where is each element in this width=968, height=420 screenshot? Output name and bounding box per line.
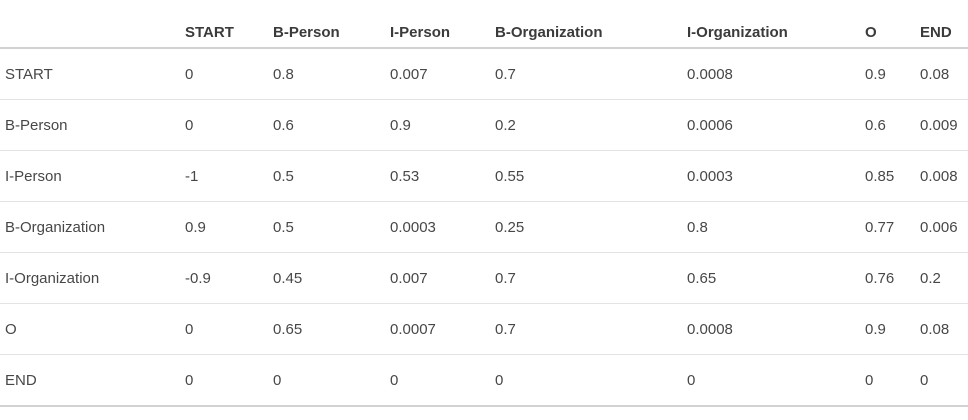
- table-header: START B-Person I-Person B-Organization I-Org…: [0, 0, 968, 49]
- value-cell: 0.08: [915, 303, 968, 355]
- table-row: END 0 0 0 0 0 0 0: [0, 354, 968, 407]
- value-cell: 0.006: [915, 201, 968, 253]
- value-cell: 0.2: [490, 99, 682, 151]
- row-label: START: [0, 48, 180, 100]
- value-cell: 0: [180, 354, 268, 407]
- value-cell: 0.009: [915, 99, 968, 151]
- value-cell: 0.9: [860, 48, 915, 100]
- table-row: I-Organization -0.9 0.45 0.007 0.7 0.65 0.76 0.…: [0, 252, 968, 304]
- row-label: END: [0, 354, 180, 407]
- value-cell: 0: [180, 303, 268, 355]
- value-cell: 0.5: [268, 201, 385, 253]
- value-cell: 0.0003: [682, 150, 860, 202]
- value-cell: 0.7: [490, 303, 682, 355]
- value-cell: 0: [682, 354, 860, 407]
- column-header-i-person: I-Person: [385, 0, 490, 49]
- value-cell: 0.5: [268, 150, 385, 202]
- value-cell: 0.53: [385, 150, 490, 202]
- value-cell: 0.8: [682, 201, 860, 253]
- value-cell: 0.9: [180, 201, 268, 253]
- value-cell: 0: [180, 48, 268, 100]
- value-cell: 0.65: [268, 303, 385, 355]
- table-row: B-Person 0 0.6 0.9 0.2 0.0006 0.6 0.009: [0, 99, 968, 151]
- value-cell: 0.45: [268, 252, 385, 304]
- value-cell: 0.0003: [385, 201, 490, 253]
- value-cell: 0.6: [860, 99, 915, 151]
- value-cell: 0.0008: [682, 303, 860, 355]
- value-cell: 0.7: [490, 252, 682, 304]
- value-cell: 0.65: [682, 252, 860, 304]
- value-cell: 0: [915, 354, 968, 407]
- row-label: B-Person: [0, 99, 180, 151]
- table-row: START 0 0.8 0.007 0.7 0.0008 0.9 0.08: [0, 48, 968, 100]
- value-cell: 0: [860, 354, 915, 407]
- column-header-b-organization: B-Organization: [490, 0, 682, 49]
- value-cell: 0.8: [268, 48, 385, 100]
- value-cell: 0.007: [385, 252, 490, 304]
- value-cell: 0: [268, 354, 385, 407]
- table-row: B-Organization 0.9 0.5 0.0003 0.25 0.8 0.77 0.0…: [0, 201, 968, 253]
- value-cell: 0.0008: [682, 48, 860, 100]
- value-cell: 0: [385, 354, 490, 407]
- value-cell: 0.007: [385, 48, 490, 100]
- column-header-end: END: [915, 0, 968, 49]
- value-cell: 0.76: [860, 252, 915, 304]
- value-cell: 0.85: [860, 150, 915, 202]
- value-cell: 0.9: [385, 99, 490, 151]
- row-label: B-Organization: [0, 201, 180, 253]
- value-cell: 0.25: [490, 201, 682, 253]
- value-cell: 0.7: [490, 48, 682, 100]
- value-cell: 0.08: [915, 48, 968, 100]
- corner-header-cell: [0, 0, 180, 49]
- row-label: O: [0, 303, 180, 355]
- value-cell: 0.6: [268, 99, 385, 151]
- column-header-o: O: [860, 0, 915, 49]
- value-cell: 0.2: [915, 252, 968, 304]
- value-cell: 0.0006: [682, 99, 860, 151]
- header-row: START B-Person I-Person B-Organization I-Org…: [0, 0, 968, 49]
- row-label: I-Organization: [0, 252, 180, 304]
- table-row: O 0 0.65 0.0007 0.7 0.0008 0.9 0.08: [0, 303, 968, 355]
- table-body: START 0 0.8 0.007 0.7 0.0008 0.9 0.08 B-Person 0 0…: [0, 48, 968, 407]
- value-cell: -0.9: [180, 252, 268, 304]
- value-cell: 0.55: [490, 150, 682, 202]
- value-cell: -1: [180, 150, 268, 202]
- column-header-i-organization: I-Organization: [682, 0, 860, 49]
- column-header-b-person: B-Person: [268, 0, 385, 49]
- table-row: I-Person -1 0.5 0.53 0.55 0.0003 0.85 0.008: [0, 150, 968, 202]
- value-cell: 0: [490, 354, 682, 407]
- row-label: I-Person: [0, 150, 180, 202]
- value-cell: 0.9: [860, 303, 915, 355]
- transition-matrix-table: START B-Person I-Person B-Organization I-Org…: [0, 0, 968, 407]
- value-cell: 0.0007: [385, 303, 490, 355]
- value-cell: 0: [180, 99, 268, 151]
- value-cell: 0.008: [915, 150, 968, 202]
- value-cell: 0.77: [860, 201, 915, 253]
- column-header-start: START: [180, 0, 268, 49]
